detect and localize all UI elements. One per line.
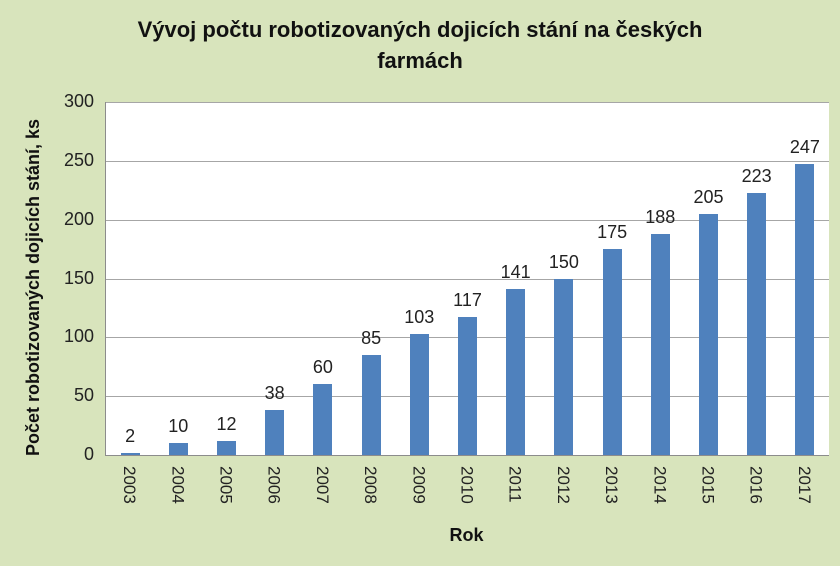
- bar-2009: [409, 333, 429, 455]
- y-tick-label: 50: [73, 385, 94, 406]
- x-tick-label: 2008: [361, 466, 381, 504]
- bar-2011: [506, 289, 526, 455]
- bar-2015: [699, 213, 718, 455]
- bar-2016: [747, 192, 767, 455]
- x-tick-label: 2004: [168, 466, 188, 504]
- chart-title-line-1: Vývoj počtu robotizovaných dojicích stán…: [137, 17, 703, 42]
- gridline: [106, 102, 829, 103]
- bar-2013: [602, 249, 622, 455]
- x-tick-label: 2011: [505, 466, 525, 503]
- x-axis-label: Rok: [449, 525, 484, 545]
- x-tick-label: 2017: [794, 466, 814, 504]
- gridline: [106, 278, 829, 280]
- gridline: [106, 219, 829, 221]
- data-label: 85: [361, 327, 382, 348]
- y-tick-label: 150: [63, 267, 94, 288]
- gridline: [106, 160, 829, 162]
- bar-2004: [168, 443, 188, 455]
- x-tick-label: 2013: [602, 466, 622, 504]
- x-tick-label: 2005: [216, 466, 236, 504]
- bar-2010: [458, 317, 477, 455]
- bar-2003: [120, 452, 140, 455]
- bar-2017: [795, 164, 815, 455]
- y-tick-label: 200: [63, 208, 94, 229]
- x-tick-label: 2016: [746, 466, 766, 504]
- bar-2012: [554, 278, 574, 455]
- data-label: 117: [453, 290, 482, 311]
- x-tick-label: 2015: [698, 466, 718, 504]
- data-label: 150: [548, 251, 579, 272]
- data-label: 60: [312, 357, 333, 378]
- y-tick-label: 300: [63, 91, 94, 111]
- data-label: 247: [789, 137, 820, 158]
- data-label: 175: [597, 222, 628, 243]
- data-label: 12: [216, 413, 237, 434]
- data-label: 10: [168, 416, 189, 437]
- x-tick-label: 2006: [264, 466, 284, 504]
- data-label: 188: [645, 206, 676, 227]
- data-label: 141: [500, 262, 531, 283]
- x-tick-label: 2007: [312, 466, 332, 504]
- bar-2008: [361, 354, 381, 455]
- x-tick-label: 2009: [409, 466, 429, 504]
- data-label: 205: [693, 186, 724, 207]
- x-tick-label: 2010: [457, 466, 477, 504]
- y-axis-label-text: Počet robotizovaných dojicích stání, ks: [23, 118, 44, 456]
- y-tick-label: 100: [63, 326, 94, 347]
- data-label: 38: [264, 383, 285, 404]
- x-tick-label: 2012: [553, 466, 573, 504]
- data-label: 223: [741, 165, 772, 186]
- bar-2007: [313, 384, 333, 455]
- chart-title: Vývoj počtu robotizovaných dojicích stán…: [60, 14, 780, 76]
- y-tick-label: 250: [63, 149, 94, 170]
- bar-2005: [217, 440, 236, 455]
- plot-area: 2 10 12 38 60 85 103 117 141 150 175 188 205 223 247: [105, 102, 829, 456]
- bar-2006: [265, 410, 285, 455]
- data-label: 103: [404, 306, 435, 327]
- x-tick-label: 2003: [120, 466, 140, 504]
- y-tick-label: 0: [83, 444, 94, 464]
- bar-2014: [650, 233, 670, 455]
- data-label: 2: [125, 425, 136, 446]
- x-tick-label: 2014: [650, 466, 670, 504]
- chart-title-line-2: farmách: [377, 48, 463, 73]
